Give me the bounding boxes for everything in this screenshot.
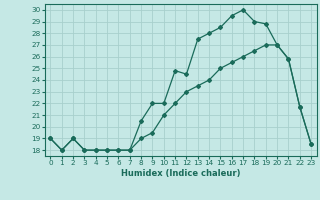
X-axis label: Humidex (Indice chaleur): Humidex (Indice chaleur) (121, 169, 241, 178)
